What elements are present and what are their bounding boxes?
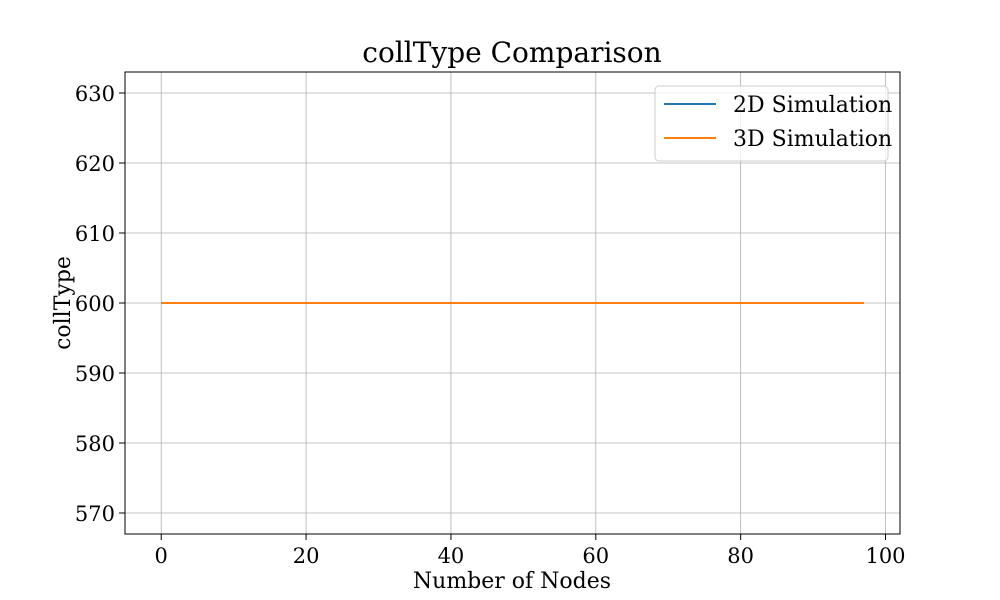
legend-label-2d: 2D Simulation (733, 93, 892, 118)
legend-label-3d: 3D Simulation (733, 127, 892, 152)
y-tick-label: 630 (75, 82, 115, 106)
x-tick-label: 80 (727, 544, 754, 568)
legend: 2D Simulation 3D Simulation (654, 85, 892, 162)
x-tick-label: 60 (582, 544, 609, 568)
chart-title: collType Comparison (362, 36, 661, 69)
y-tick-label: 570 (75, 502, 115, 526)
x-axis: 0 20 40 60 80 100 (155, 534, 906, 568)
y-axis-label: collType (51, 256, 76, 350)
x-axis-label: Number of Nodes (413, 569, 611, 594)
y-tick-label: 580 (75, 432, 115, 456)
y-tick-label: 590 (75, 362, 115, 386)
y-tick-label: 620 (75, 152, 115, 176)
x-tick-label: 0 (155, 544, 168, 568)
x-tick-label: 40 (438, 544, 465, 568)
y-tick-label: 600 (75, 292, 115, 316)
x-tick-label: 100 (865, 544, 905, 568)
x-tick-label: 20 (293, 544, 320, 568)
y-tick-label: 610 (75, 222, 115, 246)
y-axis: 570 580 590 600 610 620 630 (75, 82, 125, 526)
